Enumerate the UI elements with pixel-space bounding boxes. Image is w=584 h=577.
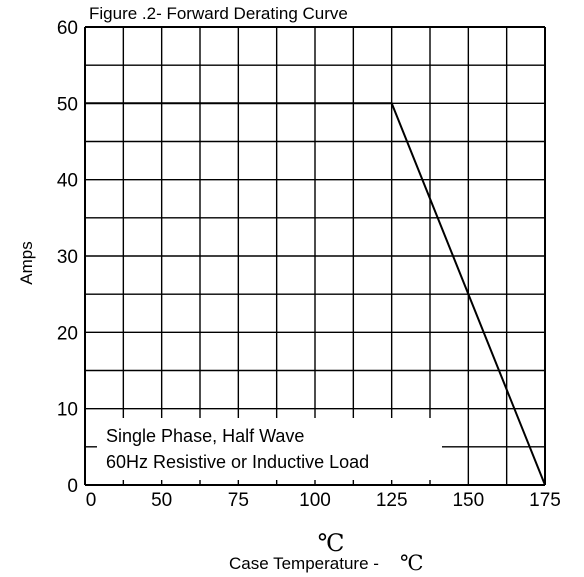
y-tick-labels: 0 10 20 30 40 50 60 — [57, 18, 78, 497]
y-tick-label: 50 — [57, 94, 78, 115]
title-background — [88, 2, 324, 22]
x-tick-labels: 0 50 75 100 125 150 175 — [86, 490, 561, 511]
x-tick-label: 150 — [452, 490, 484, 511]
x-tick-label: 175 — [529, 490, 561, 511]
chart-title: Figure .2- Forward Derating Curve — [89, 4, 348, 23]
y-tick-label: 0 — [67, 476, 78, 497]
x-axis-unit-symbol: ℃ — [318, 529, 345, 557]
x-tick-label: 75 — [228, 490, 249, 511]
x-tick-label: 0 — [86, 490, 97, 511]
annotation-line-2: 60Hz Resistive or Inductive Load — [106, 452, 369, 472]
x-tick-label: 125 — [376, 490, 408, 511]
x-axis-label: Case Temperature - — [229, 554, 379, 573]
annotation-line-1: Single Phase, Half Wave — [106, 426, 304, 446]
grid — [84, 26, 546, 486]
y-axis-label: Amps — [17, 241, 36, 284]
y-tick-label: 60 — [57, 18, 78, 39]
annotation-box — [97, 418, 442, 480]
x-axis-label-unit: ℃ — [400, 551, 424, 575]
x-tick-label: 100 — [299, 490, 331, 511]
y-tick-label: 20 — [57, 323, 78, 344]
y-tick-label: 30 — [57, 247, 78, 268]
x-tick-label: 50 — [151, 490, 172, 511]
series-line-derating — [85, 102, 546, 486]
y-tick-label: 10 — [57, 400, 78, 421]
y-tick-label: 40 — [57, 171, 78, 192]
